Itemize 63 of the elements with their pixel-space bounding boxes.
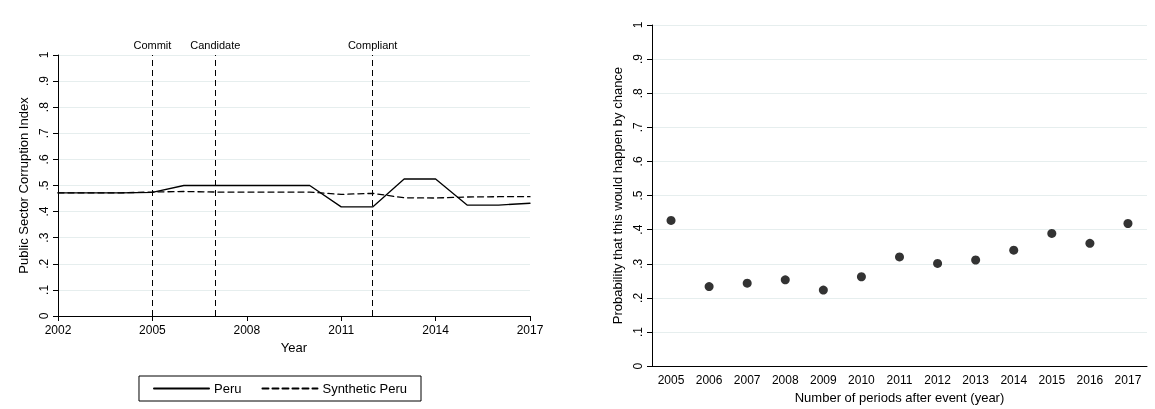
x-tick-label: 2006 (695, 373, 723, 388)
y-tick-label: 1 (631, 21, 645, 29)
x-tick-label: 2002 (44, 323, 72, 337)
x-tick-label: 2014 (1000, 373, 1028, 388)
x-tick-label: 2017 (516, 323, 544, 337)
y-tick-label: .2 (37, 258, 51, 269)
ref-line-label: Candidate (190, 38, 241, 51)
point (933, 258, 943, 268)
point (1085, 238, 1095, 248)
point (1047, 228, 1057, 238)
y-tick-label: .5 (631, 190, 645, 201)
y-tick-label: .7 (631, 122, 645, 133)
x-tick-label: 2009 (809, 373, 838, 388)
ref-line-label: Commit (133, 38, 172, 51)
point (818, 285, 828, 295)
legend-label: Synthetic Peru (322, 381, 407, 396)
y-tick-label: 1 (37, 51, 51, 59)
x-tick-label: 2007 (733, 373, 761, 388)
point (666, 215, 676, 225)
point (704, 282, 714, 292)
legend-label: Peru (214, 381, 242, 396)
y-tick-label: .3 (631, 258, 645, 269)
y-tick-label: .1 (37, 284, 51, 295)
x-tick-label: 2013 (962, 373, 990, 388)
x-tick-label: 2011 (886, 373, 913, 388)
y-tick-label: .6 (631, 156, 645, 167)
y-tick-label: .4 (631, 224, 645, 235)
y-tick-label: .2 (631, 292, 645, 303)
y-tick-label: .9 (37, 75, 51, 87)
point (742, 278, 752, 288)
point (780, 275, 790, 285)
y-tick-label: .8 (631, 87, 645, 99)
y-tick-label: .4 (37, 206, 51, 217)
y-axis-title: Probability that this would happen by chance (610, 66, 626, 325)
point (1009, 245, 1019, 255)
point (895, 252, 904, 262)
y-tick-label: .9 (631, 53, 645, 65)
x-tick-label: 2005 (139, 323, 167, 337)
x-axis-title: Number of periods after event (year) (794, 390, 1005, 405)
y-axis-title: Public Sector Corruption Index (16, 96, 32, 274)
x-tick-label: 2008 (233, 323, 261, 337)
x-tick-label: 2014 (422, 323, 450, 337)
x-tick-label: 2011 (328, 323, 355, 337)
x-tick-label: 2012 (924, 373, 952, 388)
x-axis-title: Year (280, 339, 308, 355)
x-tick-label: 2008 (771, 373, 799, 388)
x-tick-label: 2010 (848, 373, 876, 388)
point (971, 255, 981, 265)
y-tick-label: .7 (37, 127, 51, 139)
y-tick-label: .1 (631, 326, 645, 337)
point (856, 272, 866, 282)
x-tick-label: 2005 (657, 373, 685, 388)
y-tick-label: .6 (37, 154, 51, 165)
y-tick-label: 0 (37, 312, 51, 320)
x-tick-label: 2016 (1076, 373, 1104, 388)
x-tick-label: 2015 (1038, 373, 1066, 388)
point (1123, 219, 1133, 229)
y-tick-label: 0 (631, 362, 645, 370)
y-tick-label: .5 (37, 180, 51, 191)
y-tick-label: .3 (37, 232, 51, 243)
x-tick-label: 2017 (1114, 373, 1142, 388)
y-tick-label: .8 (37, 101, 51, 113)
ref-line-label: Compliant (347, 38, 398, 51)
